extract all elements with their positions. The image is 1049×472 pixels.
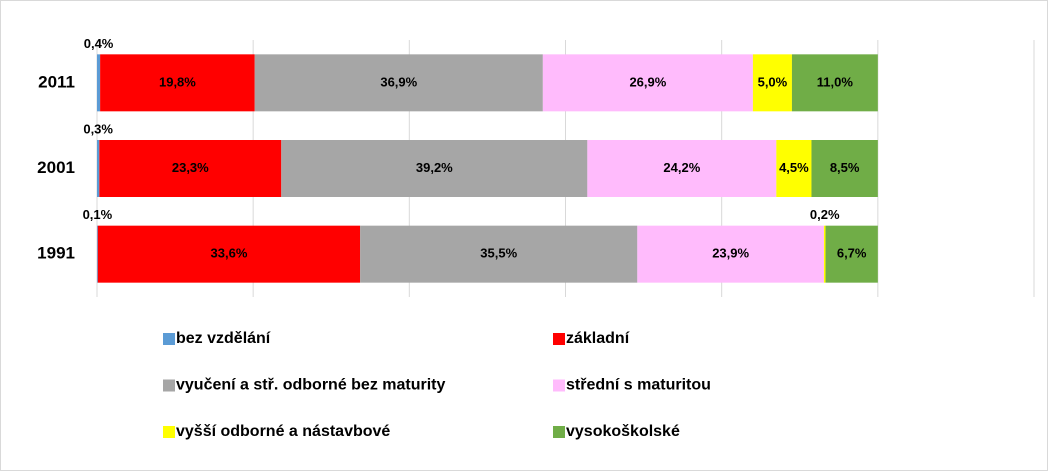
bar-segment	[825, 225, 878, 283]
bar-segment	[587, 140, 777, 197]
bar-segment	[281, 140, 588, 197]
value-label: 0,1%	[83, 207, 113, 222]
value-label: 6,7%	[837, 246, 867, 261]
bar-segment	[542, 54, 753, 112]
value-label: 23,9%	[712, 246, 749, 261]
bar-segment	[360, 225, 638, 283]
value-label: 35,5%	[480, 246, 517, 261]
value-label: 24,2%	[663, 160, 700, 175]
value-label: 36,9%	[380, 74, 417, 89]
bar-segment	[776, 140, 812, 197]
bar-segment	[823, 225, 826, 283]
legend-label: vyšší odborné a nástavbové	[176, 423, 390, 440]
value-label: 0,3%	[83, 121, 113, 136]
category-label: 2011	[38, 72, 75, 91]
bar-segment	[97, 54, 101, 112]
value-label: 33,6%	[211, 246, 248, 261]
bar-segment	[752, 54, 792, 112]
bar-segment	[97, 140, 100, 197]
bar-segment	[811, 140, 878, 197]
legend-label: základní	[566, 330, 630, 347]
legend-swatch	[163, 333, 175, 345]
legend-label: vysokoškolské	[566, 423, 680, 440]
value-label: 0,4%	[84, 36, 114, 51]
value-label: 23,3%	[172, 160, 209, 175]
value-label: 19,8%	[159, 74, 196, 89]
bar-segment	[254, 54, 543, 112]
category-label: 1991	[37, 244, 75, 263]
value-label: 4,5%	[779, 160, 809, 175]
value-label: 39,2%	[416, 160, 453, 175]
bar-segment	[97, 225, 98, 283]
legend-swatch	[553, 426, 565, 438]
value-label: 26,9%	[629, 74, 666, 89]
legend-label: střední s maturitou	[566, 377, 711, 394]
legend-label: bez vzdělání	[176, 330, 271, 347]
legend-swatch	[553, 379, 565, 392]
legend-swatch	[163, 426, 175, 438]
legend-swatch	[163, 379, 175, 392]
category-label: 2001	[37, 158, 75, 177]
bar-segment	[100, 54, 255, 112]
value-label: 5,0%	[758, 74, 788, 89]
value-label: 11,0%	[817, 74, 854, 89]
legend-label: vyučení a stř. odborné bez maturity	[176, 377, 446, 394]
bar-segment	[97, 225, 361, 283]
bar-segment	[637, 225, 824, 283]
legend-swatch	[553, 333, 565, 345]
value-label: 0,2%	[810, 207, 840, 222]
bar-segment	[99, 140, 282, 197]
bar-segment	[791, 54, 878, 112]
value-label: 8,5%	[830, 160, 860, 175]
